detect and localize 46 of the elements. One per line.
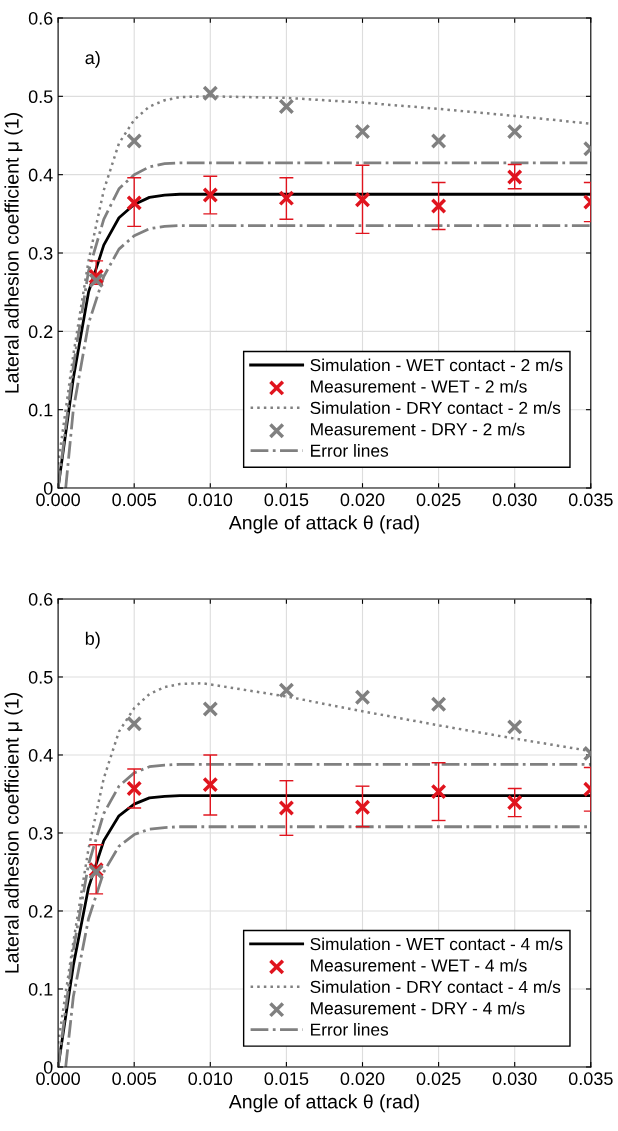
y-tick-label: 0.2 <box>28 904 53 918</box>
x-tick-label: 0.010 <box>188 493 233 507</box>
x-tick-label: 0.020 <box>340 493 385 507</box>
x-tick-label: 0.005 <box>112 1072 157 1086</box>
x-tick-label: 0.015 <box>264 493 309 507</box>
y-tick-label: 0.2 <box>28 325 53 339</box>
legend-label: Measurement - DRY - 2 m/s <box>311 422 525 436</box>
x-axis-title: Angle of attack θ (rad) <box>228 1094 419 1113</box>
y-tick-label: 0 <box>43 1060 53 1074</box>
x-tick-label: 0.025 <box>416 1072 461 1086</box>
legend-label: Measurement - WET - 4 m/s <box>311 958 527 972</box>
legend-label: Simulation - DRY contact - 4 m/s <box>310 980 561 993</box>
x-tick-label: 0.005 <box>112 493 157 507</box>
y-tick-label: 0.6 <box>28 592 53 606</box>
legend-label: Simulation - WET contact - 4 m/s <box>310 937 563 951</box>
legend-label: Simulation - DRY contact - 2 m/s <box>310 401 561 415</box>
x-tick-label: 0.035 <box>568 1072 613 1086</box>
annotation: a) <box>85 50 100 68</box>
y-tick-label: 0.1 <box>28 403 53 417</box>
annotation: b) <box>85 631 100 649</box>
x-tick-label: 0.030 <box>492 1072 537 1086</box>
x-tick-label: 0.010 <box>188 1072 233 1086</box>
y-tick-label: 0.5 <box>28 670 53 684</box>
y-axis-title: Lateral adhesion coefficient μ (1) <box>4 113 23 393</box>
y-tick-label: 0.1 <box>28 982 53 996</box>
legend-label: Error lines <box>311 1023 389 1036</box>
x-tick-label: 0.025 <box>416 493 461 507</box>
y-tick-label: 0.6 <box>28 11 53 25</box>
x-tick-label: 0.015 <box>264 1072 309 1086</box>
y-axis-title: Lateral adhesion coefficient μ (1) <box>4 693 23 973</box>
x-tick-label: 0.000 <box>36 493 80 507</box>
x-tick-label: 0.020 <box>340 1072 385 1086</box>
x-tick-label: 0.000 <box>36 1072 80 1086</box>
y-tick-label: 0.5 <box>28 90 53 104</box>
y-tick-label: 0 <box>43 481 53 495</box>
x-tick-label: 0.035 <box>568 493 613 507</box>
y-tick-label: 0.3 <box>28 826 53 840</box>
legend-label: Measurement - DRY - 4 m/s <box>311 1001 525 1015</box>
legend-label: Measurement - WET - 2 m/s <box>311 379 527 393</box>
legend-label: Error lines <box>311 444 389 457</box>
x-tick-label: 0.030 <box>492 493 537 507</box>
x-axis-title: Angle of attack θ (rad) <box>228 515 419 534</box>
y-tick-label: 0.4 <box>28 168 53 182</box>
y-tick-label: 0.3 <box>28 246 53 260</box>
legend-label: Simulation - WET contact - 2 m/s <box>310 358 563 372</box>
y-tick-label: 0.4 <box>28 748 53 762</box>
